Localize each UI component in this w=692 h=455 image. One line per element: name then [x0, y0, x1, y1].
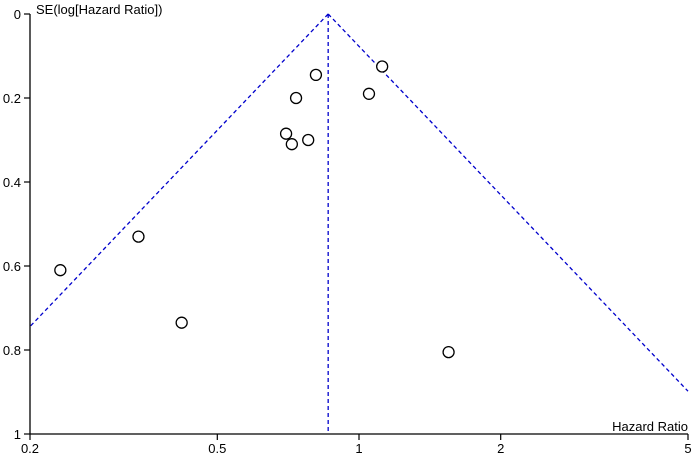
x-tick-label: 0.2 — [21, 441, 39, 455]
x-tick-label: 5 — [684, 441, 691, 455]
y-tick-label: 0 — [14, 7, 21, 22]
x-tick-label: 1 — [355, 441, 362, 455]
study-point — [175, 316, 188, 329]
study-point — [132, 230, 145, 243]
study-point — [442, 345, 455, 359]
study-point — [309, 68, 323, 82]
study-point — [285, 138, 298, 151]
y-tick-label: 0.2 — [3, 91, 21, 106]
funnel-right-limit — [327, 13, 689, 392]
funnel-lines — [29, 13, 689, 434]
study-point — [279, 127, 293, 140]
y-tick-label: 0.4 — [3, 175, 21, 190]
x-tick-label: 0.5 — [208, 441, 226, 455]
funnel-left-limit — [29, 13, 329, 328]
y-axis-label: SE(log[Hazard Ratio]) — [36, 2, 162, 17]
study-point — [302, 133, 315, 147]
study-point — [54, 264, 67, 277]
y-tick-label: 1 — [14, 427, 21, 442]
x-axis-label: Hazard Ratio — [612, 419, 688, 434]
y-tick-label: 0.8 — [3, 343, 21, 358]
x-tick-label: 2 — [497, 441, 504, 455]
y-tick-label: 0.6 — [3, 259, 21, 274]
study-point — [362, 87, 376, 100]
study-point — [376, 60, 389, 73]
study-markers — [54, 60, 455, 359]
study-point — [289, 91, 303, 105]
ticks: 0.2 0.5 1 2 5 0 0.2 0.4 0.6 0.8 1 — [3, 7, 692, 455]
